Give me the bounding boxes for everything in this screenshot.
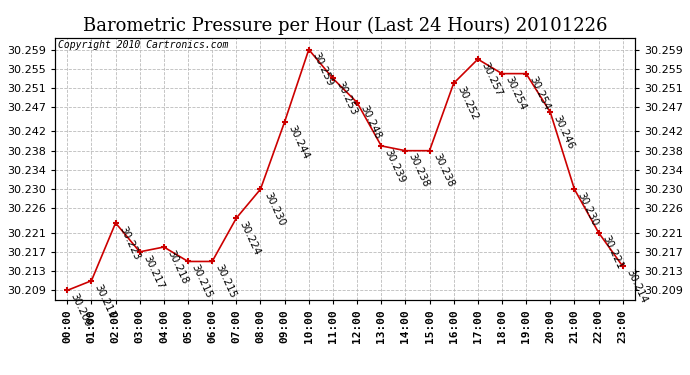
Text: 30.215: 30.215 bbox=[190, 263, 214, 300]
Text: 30.230: 30.230 bbox=[576, 190, 600, 228]
Text: 30.253: 30.253 bbox=[335, 80, 359, 117]
Text: 30.221: 30.221 bbox=[600, 234, 624, 271]
Text: 30.248: 30.248 bbox=[359, 104, 383, 141]
Text: 30.217: 30.217 bbox=[141, 253, 166, 290]
Text: 30.254: 30.254 bbox=[528, 75, 552, 112]
Text: 30.252: 30.252 bbox=[455, 85, 480, 122]
Text: 30.239: 30.239 bbox=[383, 147, 407, 184]
Text: 30.211: 30.211 bbox=[93, 282, 117, 320]
Text: 30.218: 30.218 bbox=[166, 248, 190, 286]
Text: 30.223: 30.223 bbox=[117, 224, 141, 261]
Text: 30.230: 30.230 bbox=[262, 190, 286, 228]
Text: 30.214: 30.214 bbox=[624, 268, 649, 305]
Text: Copyright 2010 Cartronics.com: Copyright 2010 Cartronics.com bbox=[58, 40, 228, 50]
Text: 30.257: 30.257 bbox=[480, 61, 504, 98]
Text: 30.254: 30.254 bbox=[504, 75, 528, 112]
Text: 30.238: 30.238 bbox=[431, 152, 455, 189]
Text: 30.215: 30.215 bbox=[214, 263, 238, 300]
Title: Barometric Pressure per Hour (Last 24 Hours) 20101226: Barometric Pressure per Hour (Last 24 Ho… bbox=[83, 16, 607, 34]
Text: 30.238: 30.238 bbox=[407, 152, 431, 189]
Text: 30.246: 30.246 bbox=[552, 114, 576, 151]
Text: 30.244: 30.244 bbox=[286, 123, 310, 160]
Text: 30.224: 30.224 bbox=[238, 219, 262, 257]
Text: 30.259: 30.259 bbox=[310, 51, 335, 88]
Text: 30.209: 30.209 bbox=[69, 292, 93, 329]
